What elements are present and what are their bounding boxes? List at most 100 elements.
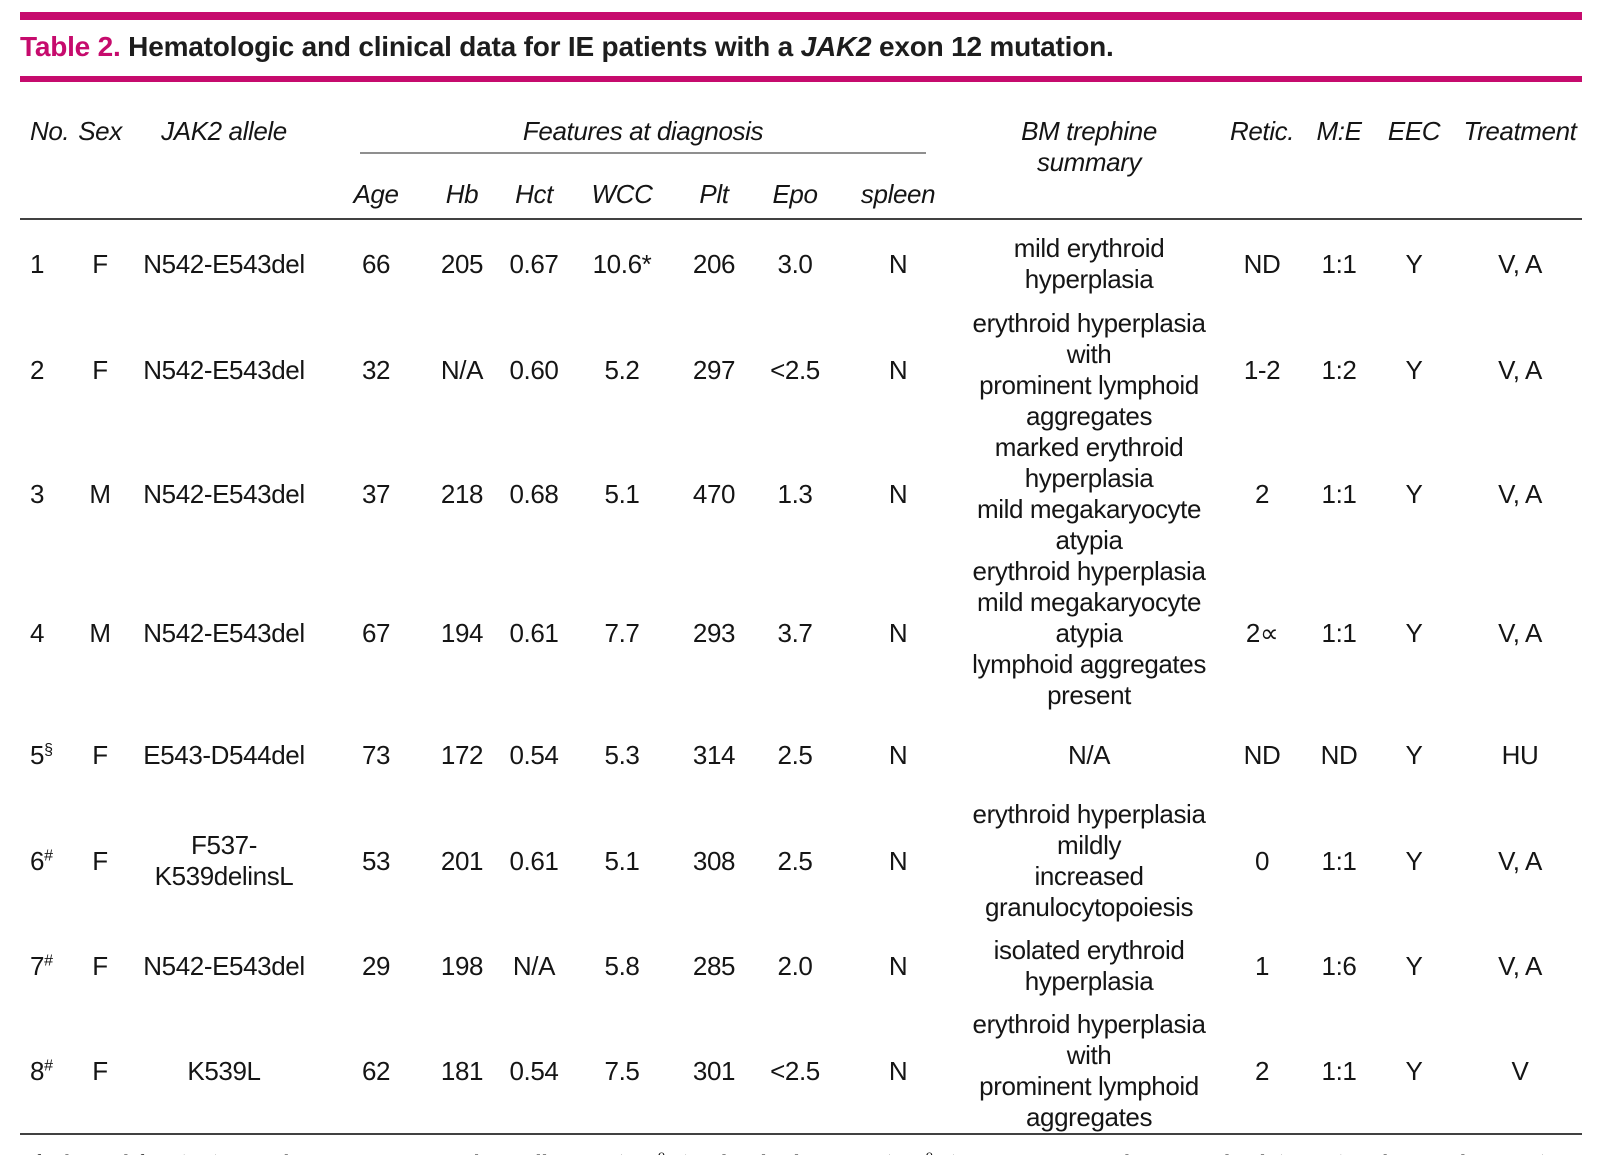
cell-plt: 308 [692, 845, 736, 876]
col-header-me-ratio: M:E [1316, 116, 1362, 146]
cell-sex: F [92, 950, 108, 981]
cell-bm-trephine-summary: erythroid hyperplasia mild megakaryocyte… [972, 556, 1206, 710]
col-header-age: Age [353, 179, 399, 209]
cell-age: 53 [361, 845, 391, 876]
table-title-gene: JAK2 [800, 31, 872, 62]
cell-epo: <2.5 [770, 354, 820, 385]
cell-spleen: N [888, 845, 908, 876]
cell-treatment: V [1511, 1055, 1529, 1086]
cell-spleen: N [888, 1055, 908, 1086]
cell-age: 66 [324, 218, 428, 308]
footnote-seg: /L); Plt: platelet count (×10 [665, 1150, 926, 1155]
cell-hct: 0.54 [509, 739, 559, 770]
cell-hct: 0.54 [509, 1055, 559, 1086]
col-header-hct: Hct [515, 179, 553, 209]
cell-hct: 0.67 [496, 218, 572, 308]
header-row-sub: Age Hb Hct WCC Plt Epo spleen [20, 166, 1582, 219]
cell-treatment: V, A [1458, 218, 1583, 308]
cell-wcc: 5.1 [604, 478, 640, 509]
patient-no: 5 [30, 739, 45, 770]
cell-me-ratio: 1:1 [1321, 845, 1357, 876]
cell-me-ratio: ND [1320, 739, 1358, 770]
cell-spleen: N [888, 950, 908, 981]
cell-hb: 194 [440, 618, 484, 648]
cell-sex: F [76, 218, 124, 308]
patient-no-footnote-mark: § [44, 740, 53, 758]
cell-age: 67 [361, 618, 391, 648]
cell-wcc: 7.5 [604, 1055, 640, 1086]
table-body: 1 F N542-E543del 66 205 0.67 10.6* 206 3… [20, 218, 1583, 1134]
cell-wcc: 5.8 [604, 950, 640, 981]
cell-hb: 201 [440, 845, 484, 876]
cell-bm-trephine-summary: erythroid hyperplasia with prominent lym… [972, 308, 1206, 431]
cell-retic: 2∝ [1245, 618, 1279, 648]
cell-eec: Y [1405, 950, 1423, 981]
cell-sex: F [92, 845, 108, 876]
cell-epo: 2.5 [777, 739, 813, 770]
cell-patient-no: 7# [20, 923, 76, 1009]
cell-sex: M [89, 618, 111, 648]
cell-hb: 205 [428, 218, 496, 308]
cell-patient-no: 6# [20, 799, 76, 923]
cell-wcc: 7.7 [604, 618, 640, 648]
patient-no-footnote-mark: # [44, 846, 53, 864]
cell-treatment: V, A [1498, 950, 1542, 981]
cell-plt: 470 [692, 478, 736, 509]
col-header-epo: Epo [772, 179, 818, 209]
cell-hct: 0.61 [509, 618, 559, 648]
cell-spleen: N [888, 618, 908, 648]
cell-jak2-allele: N542-E543del [124, 218, 324, 308]
cell-spleen: N [888, 354, 908, 385]
table-row: 3 M N542-E543del 37 218 0.68 5.1 470 1.3… [20, 432, 1582, 556]
cell-patient-no: 5§ [20, 711, 76, 799]
cell-spleen: N [888, 739, 908, 770]
cell-me-ratio: 1:1 [1321, 1055, 1357, 1086]
cell-hct: 0.68 [509, 478, 559, 509]
cell-jak2-allele: N542-E543del [143, 478, 305, 509]
cell-treatment: V, A [1498, 478, 1542, 509]
table-row: 6# F F537-K539delinsL 53 201 0.61 5.1 30… [20, 799, 1582, 923]
header-row-group: No. Sex JAK2 allele Features at diagnosi… [20, 116, 1582, 177]
cell-retic: ND [1243, 739, 1281, 770]
cell-patient-no: 4 [20, 556, 76, 711]
col-header-eec: EEC [1387, 116, 1441, 146]
cell-hct: 0.60 [509, 354, 559, 385]
table-title-text: Hematologic and clinical data for IE pat… [120, 31, 801, 62]
cell-hb: N/A [440, 354, 484, 385]
cell-bm-trephine-summary: marked erythroid hyperplasia mild megaka… [977, 432, 1202, 555]
cell-me-ratio: 1:6 [1321, 950, 1357, 981]
cell-plt: 297 [692, 354, 736, 385]
cell-bm-trephine-summary: erythroid hyperplasia mildly increased g… [972, 799, 1206, 922]
table-header: No. Sex JAK2 allele Features at diagnosi… [20, 116, 1582, 219]
cell-epo: 2.0 [777, 950, 813, 981]
table-row: 8# F K539L 62 181 0.54 7.5 301 <2.5 N er… [20, 1009, 1582, 1134]
footnote-sup-9: 9 [658, 1151, 665, 1155]
cell-treatment: V, A [1498, 618, 1542, 648]
cell-bm-trephine-summary: N/A [1067, 739, 1111, 770]
table-row: 4 M N542-E543del 67 194 0.61 7.7 293 3.7… [20, 556, 1582, 711]
cell-jak2-allele: K539L [187, 1055, 261, 1086]
cell-wcc: 10.6* [572, 218, 672, 308]
cell-bm-trephine-summary: mild erythroid hyperplasia [962, 218, 1217, 308]
cell-me-ratio: 1:2 [1321, 354, 1357, 385]
cell-epo: <2.5 [770, 1055, 820, 1086]
patient-no: 8 [30, 1055, 45, 1086]
cell-plt: 206 [672, 218, 756, 308]
cell-epo: 3.0 [756, 218, 834, 308]
cell-eec: Y [1405, 845, 1423, 876]
table-title-label: Table 2. [20, 31, 121, 62]
cell-jak2-allele: E543-D544del [143, 739, 305, 770]
cell-sex: M [89, 478, 111, 509]
cell-retic: 0 [1255, 845, 1270, 876]
cell-patient-no: 3 [20, 432, 76, 556]
cell-epo: 1.3 [777, 478, 813, 509]
col-header-no: No. [30, 116, 70, 146]
cell-jak2-allele: N542-E543del [143, 618, 305, 648]
table-row: 7# F N542-E543del 29 198 N/A 5.8 285 2.0… [20, 923, 1582, 1009]
cell-treatment: V, A [1498, 845, 1542, 876]
col-group-features-at-diagnosis: Features at diagnosis [324, 116, 962, 166]
col-header-plt: Plt [699, 179, 729, 209]
cell-epo: 3.7 [777, 618, 813, 648]
cell-plt: 314 [692, 739, 736, 770]
